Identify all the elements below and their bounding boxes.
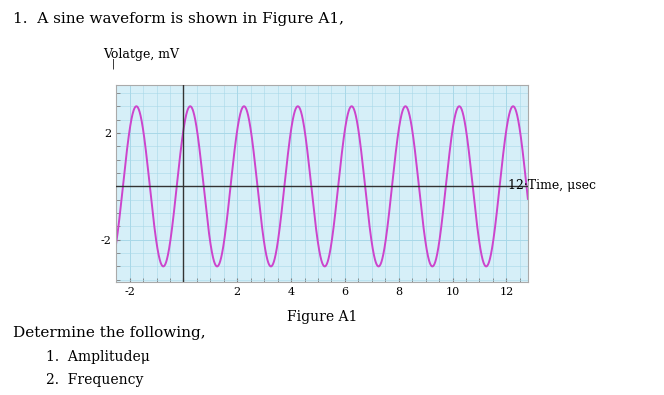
Text: |: |: [112, 58, 114, 69]
Text: 2.  Frequency: 2. Frequency: [46, 373, 144, 387]
Text: Volatge, mV: Volatge, mV: [103, 48, 179, 61]
Text: Figure A1: Figure A1: [287, 310, 357, 324]
Text: 1.  A sine waveform is shown in Figure A1,: 1. A sine waveform is shown in Figure A1…: [13, 12, 344, 26]
Text: 12·Time, μsec: 12·Time, μsec: [508, 179, 596, 192]
Text: 1.  Amplitudeμ: 1. Amplitudeμ: [46, 350, 150, 363]
Text: Determine the following,: Determine the following,: [13, 326, 206, 340]
